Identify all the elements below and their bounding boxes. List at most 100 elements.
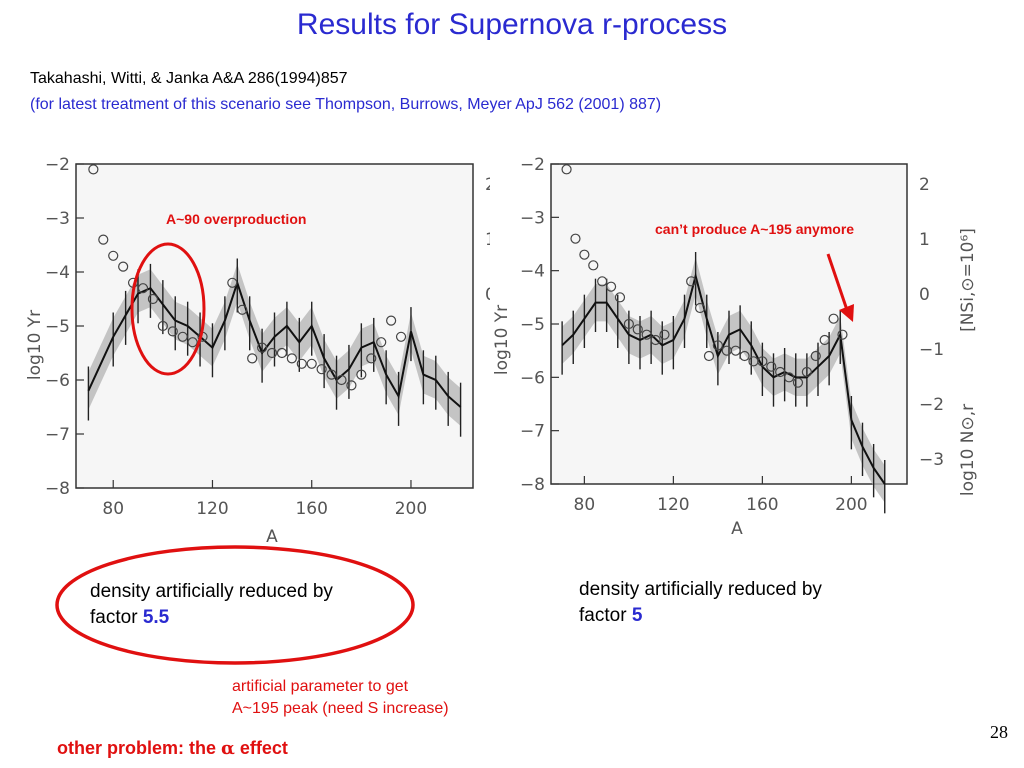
- y-right-tick-label: 0: [919, 285, 930, 305]
- observed-point: [256, 342, 268, 353]
- observed-point: [757, 356, 768, 367]
- observed-point: [605, 281, 617, 292]
- y-right-tick-label: 2: [485, 175, 490, 195]
- y-tick-label: −3: [45, 209, 70, 229]
- observed-point: [326, 369, 337, 380]
- y-tick-label: −4: [520, 262, 545, 282]
- x-tick-label: 160: [295, 499, 327, 519]
- observed-point: [137, 283, 149, 294]
- caption-right-text: density artificially reduced by: [579, 579, 822, 600]
- observed-point: [766, 361, 777, 372]
- y-right-tick-label: −3: [919, 450, 944, 470]
- page-number: 28: [990, 722, 1008, 742]
- observed-point: [614, 292, 626, 303]
- observed-point: [336, 374, 347, 386]
- reference-line-1: Takahashi, Witti, & Janka A&A 286(1994)8…: [30, 70, 348, 87]
- alpha-symbol: α: [221, 738, 235, 759]
- chart-right: −2 −3 −4 −5 −6 −7 −8 2 1 0 −1 −2 −3 80 120 160 200 log…: [492, 155, 978, 539]
- y-tick-label: −2: [45, 155, 70, 175]
- x-tick-label: 120: [196, 499, 228, 519]
- observed-point: [597, 276, 608, 287]
- annotation-a195: can’t produce A~195 anymore: [655, 221, 855, 237]
- reference-line-2: (for latest treatment of this scenario s…: [30, 96, 662, 113]
- observed-point: [686, 276, 697, 287]
- other-problem-suffix: effect: [234, 738, 288, 758]
- observed-point: [739, 350, 750, 362]
- artificial-line-1: artificial parameter to get: [232, 678, 409, 695]
- caption-left: density artificially reduced by factor 5…: [90, 579, 333, 631]
- artificial-parameter-note: artificial parameter to get A~195 peak (…: [232, 676, 449, 720]
- observed-point: [157, 320, 168, 332]
- observed-point: [730, 345, 741, 356]
- caption-left-text: density artificially reduced by: [90, 581, 333, 602]
- caption-right: density artificially reduced by factor 5: [579, 577, 822, 629]
- artificial-line-2: A~195 peak (need S increase): [232, 700, 449, 717]
- observed-point: [386, 315, 397, 326]
- x-tick-label: 160: [746, 495, 778, 515]
- series-line: [87, 279, 462, 408]
- y-tick-label: −4: [45, 263, 70, 283]
- observed-point: [570, 233, 581, 244]
- x-tick-label: 80: [102, 499, 124, 519]
- y-tick-label: −6: [520, 368, 545, 388]
- observed-point: [276, 347, 288, 359]
- y-tick-label: −7: [520, 422, 545, 442]
- observed-point: [147, 293, 159, 305]
- y-right-tick-label: 0: [485, 285, 490, 305]
- y-tick-label: −8: [45, 479, 70, 499]
- observed-point: [775, 366, 786, 378]
- series-band: [562, 257, 885, 503]
- observed-point: [227, 277, 238, 288]
- y-axis-label: log10 Yr: [25, 310, 45, 380]
- y-tick-label: −8: [520, 475, 545, 495]
- observed-point: [366, 353, 377, 364]
- observed-point: [641, 329, 652, 340]
- x-tick-label: 200: [835, 495, 867, 515]
- x-tick-label: 200: [395, 499, 427, 519]
- other-problem-note: other problem: the α effect: [57, 738, 288, 759]
- right-axis-label: log10 N⊙,r: [958, 404, 978, 496]
- arrow-line: [826, 253, 849, 311]
- observed-point: [561, 164, 572, 175]
- other-problem-prefix: other problem: the: [57, 738, 222, 758]
- observed-point: [588, 260, 599, 271]
- caption-left-factor-prefix: factor: [90, 607, 143, 628]
- observed-point: [783, 372, 795, 383]
- observed-point: [247, 353, 258, 364]
- observed-point: [694, 302, 706, 314]
- y-tick-label: −6: [45, 371, 70, 391]
- observed-point: [356, 369, 367, 380]
- series-line: [561, 272, 886, 485]
- observed-point: [837, 329, 848, 340]
- observed-point: [177, 331, 188, 342]
- observed-point: [712, 340, 723, 351]
- observed-point: [306, 358, 317, 369]
- observed-point: [296, 358, 307, 369]
- slide-title: Results for Supernova r-process: [296, 8, 728, 41]
- caption-left-factor-value: 5.5: [142, 607, 170, 628]
- right-axis-bracket: [NSi,⊙=10⁶]: [958, 228, 978, 332]
- x-tick-label: 80: [574, 495, 596, 515]
- y-right-tick-label: 2: [919, 175, 930, 195]
- observed-point: [266, 347, 278, 359]
- x-axis-label: A: [731, 519, 743, 539]
- annotation-a90: A~90 overproduction: [166, 211, 307, 227]
- observed-point: [286, 353, 297, 364]
- observed-point: [376, 337, 387, 348]
- y-tick-label: −2: [520, 155, 545, 175]
- arrow-head-icon: [839, 304, 854, 322]
- y-tick-label: −3: [520, 208, 545, 228]
- observed-point: [88, 164, 99, 175]
- observed-point: [632, 324, 643, 335]
- observed-point: [801, 366, 812, 378]
- observed-point: [810, 350, 821, 362]
- observed-point: [579, 249, 590, 260]
- observed-point: [792, 377, 804, 388]
- observed-point: [237, 304, 248, 315]
- observed-point: [108, 250, 119, 261]
- y-right-tick-label: −1: [919, 340, 944, 360]
- y-tick-label: −5: [520, 315, 545, 335]
- y-right-tick-label: 1: [919, 230, 930, 250]
- y-right-tick-label: −2: [919, 395, 944, 415]
- observed-point: [118, 261, 129, 272]
